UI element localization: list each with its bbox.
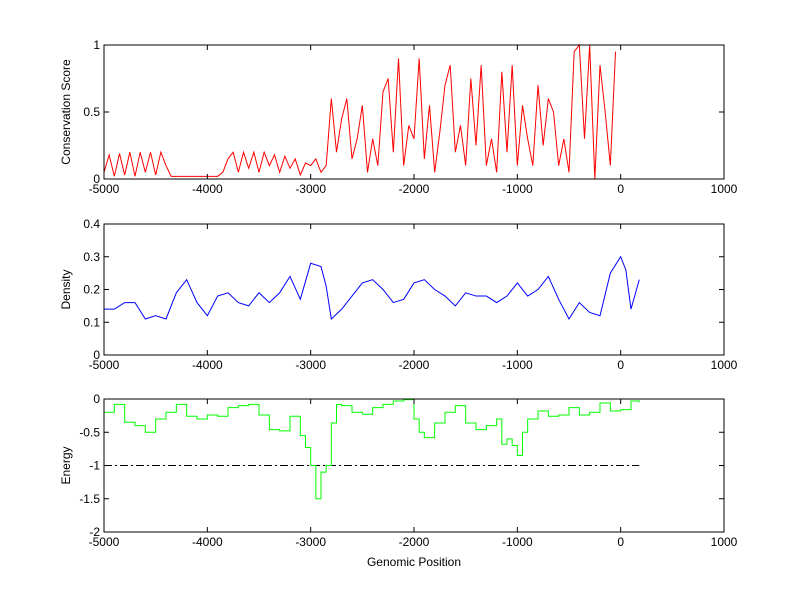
y-axis-label: Density bbox=[59, 269, 73, 309]
x-tick-label: -1000 bbox=[502, 535, 533, 549]
y-tick-label: 0.3 bbox=[83, 250, 100, 264]
x-tick-label: -3000 bbox=[295, 535, 326, 549]
data-series-line bbox=[103, 43, 616, 180]
x-tick-label: 0 bbox=[617, 535, 624, 549]
x-tick-label: -2000 bbox=[399, 535, 430, 549]
y-tick-label: 0 bbox=[93, 172, 100, 186]
x-tick-label: -5000 bbox=[89, 358, 120, 372]
y-tick-label: 0.4 bbox=[83, 217, 100, 231]
y-tick-label: -1.5 bbox=[79, 492, 100, 506]
x-tick-label: -4000 bbox=[192, 182, 223, 196]
x-tick-label: 1000 bbox=[711, 358, 738, 372]
y-axis-label: Conservation Score bbox=[59, 59, 73, 165]
x-tick-label: 1000 bbox=[711, 182, 738, 196]
y-tick-label: 0.5 bbox=[83, 105, 100, 119]
x-tick-label: -1000 bbox=[502, 358, 533, 372]
data-series-line bbox=[104, 399, 640, 500]
y-axis-label: Energy bbox=[59, 446, 73, 484]
y-tick-label: -0.5 bbox=[79, 425, 100, 439]
x-tick-label: -5000 bbox=[89, 182, 120, 196]
subplot-3: -5000 -4000 -3000 -2000 -1000 0 1000 -2 -1.5 -1 -0… bbox=[59, 392, 738, 569]
y-tick-label: 1 bbox=[93, 38, 100, 52]
x-tick-label: 0 bbox=[617, 358, 624, 372]
x-axis-label: Genomic Position bbox=[367, 555, 461, 569]
y-tick-label: 0 bbox=[93, 348, 100, 362]
x-tick-label: -5000 bbox=[89, 535, 120, 549]
x-tick-label: -4000 bbox=[192, 358, 223, 372]
x-tick-label: 0 bbox=[617, 182, 624, 196]
x-tick-label: -2000 bbox=[399, 358, 430, 372]
x-tick-label: -4000 bbox=[192, 535, 223, 549]
subplot-2: -5000 -4000 -3000 -2000 -1000 0 1000 0 0.1 0.2 0.3… bbox=[59, 217, 738, 372]
axes-box bbox=[103, 223, 725, 356]
x-tick-label: -3000 bbox=[295, 182, 326, 196]
x-tick-label: 1000 bbox=[711, 535, 738, 549]
y-tick-label: 0.1 bbox=[83, 315, 100, 329]
axes-box bbox=[103, 44, 725, 180]
subplot-1: -5000 -4000 -3000 -2000 -1000 0 1000 0 0.5 1 Conse… bbox=[59, 38, 738, 196]
x-tick-label: -1000 bbox=[502, 182, 533, 196]
y-tick-label: 0 bbox=[93, 392, 100, 406]
x-tick-label: -2000 bbox=[399, 182, 430, 196]
data-series-line bbox=[104, 255, 640, 320]
y-tick-label: 0.2 bbox=[83, 283, 100, 297]
y-tick-label: -2 bbox=[89, 525, 100, 539]
x-tick-label: -3000 bbox=[295, 358, 326, 372]
y-tick-label: -1 bbox=[89, 459, 100, 473]
